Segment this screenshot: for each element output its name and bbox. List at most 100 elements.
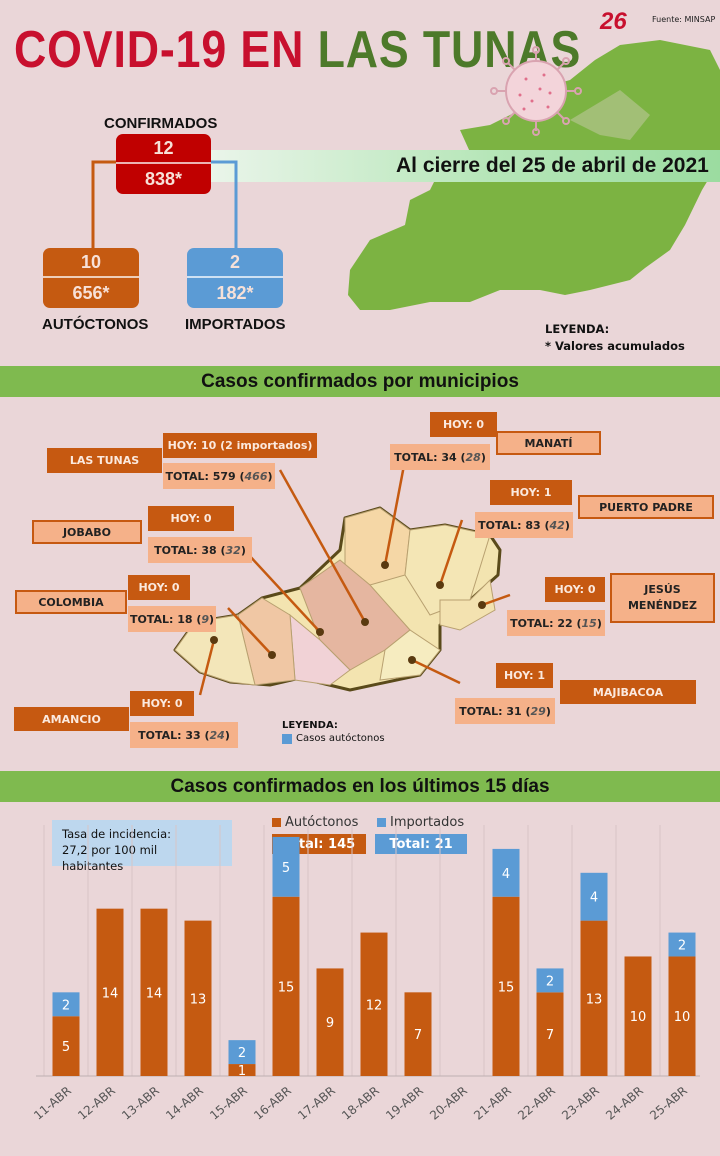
bar-label-autoctonos: 13 [586,992,603,1007]
x-tick-label: 22-ABR [515,1084,558,1123]
bar-importados [536,968,564,993]
confirmados-box: 12 838* [116,134,211,194]
bar-autoctonos [184,920,212,1076]
date-banner: Al cierre del 25 de abril de 2021 [396,154,709,177]
bar-importados [580,872,608,921]
confirmados-total: 838* [144,168,183,189]
bar-label-importados: 2 [546,974,554,989]
municipio-hoy-amancio: HOY: 0 [130,691,194,716]
municipio-total-manati: TOTAL: 34 (28) [390,444,490,470]
bar-label-importados: 5 [282,861,290,876]
municipio-hoy-colombia: HOY: 0 [128,575,190,600]
bar-label-autoctonos: 14 [146,986,163,1001]
summary-legend-title: LEYENDA: [545,322,610,336]
municipio-hoy-jesus-menendez: HOY: 0 [545,577,605,602]
bar-label-autoctonos: 15 [278,980,295,995]
bar-autoctonos [316,968,344,1076]
bar-label-autoctonos: 10 [674,1010,691,1025]
municipio-total-majibacoa: TOTAL: 31 (29) [455,698,555,724]
municipios-section-title: Casos confirmados por municipios [0,366,720,397]
summary-legend-text: * Valores acumulados [545,339,685,353]
bar-label-autoctonos: 10 [630,1010,647,1025]
bar-importados [228,1040,256,1065]
bar-chart: 5211-ABR1412-ABR1413-ABR1314-ABR1215-ABR… [31,825,700,1123]
bar-label-autoctonos: 14 [102,986,119,1001]
bar-autoctonos [404,992,432,1076]
autoctonos-today: 10 [43,248,139,278]
x-tick-label: 21-ABR [471,1084,514,1123]
map-legend-text: Casos autóctonos [296,733,385,744]
municipio-hoy-puerto-padre: HOY: 1 [490,480,572,505]
autoctonos-total: 656* [72,282,110,303]
municipio-name-majibacoa: MAJIBACOA [560,680,696,704]
map-legend-swatch [282,733,292,744]
municipio-name-jesus-menendez: JESÚS MENÉNDEZ [610,573,715,623]
municipio-total-jobabo: TOTAL: 38 (32) [148,537,252,563]
municipio-total-jesus-menendez: TOTAL: 22 (15) [507,610,605,636]
bar-label-autoctonos: 15 [498,980,515,995]
logo-text: 26 [600,8,627,35]
date-band [210,150,720,182]
bar-autoctonos [360,932,388,1076]
importados-box: 2 182* [187,248,283,308]
x-tick-label: 11-ABR [31,1084,74,1123]
bar-autoctonos [52,1016,80,1076]
bar-autoctonos [272,896,300,1076]
map-legend-title: LEYENDA: [282,720,338,731]
x-tick-label: 16-ABR [251,1084,294,1123]
bar-label-autoctonos: 7 [546,1028,554,1043]
x-tick-label: 20-ABR [427,1084,470,1123]
last15-section-title: Casos confirmados en los últimos 15 días [0,771,720,802]
map-legend: LEYENDA: Casos autóctonos [282,720,385,744]
x-tick-label: 25-ABR [647,1084,690,1123]
importados-total: 182* [216,282,254,303]
municipio-hoy-las-tunas: HOY: 10 (2 importados) [163,433,317,458]
legend-autoctonos: Autóctonos [272,815,358,830]
x-tick-label: 15-ABR [207,1084,250,1123]
importados-label: IMPORTADOS [185,316,286,333]
bar-label-importados: 4 [590,891,598,906]
autoctonos-label: AUTÓCTONOS [42,316,149,333]
municipio-total-las-tunas: TOTAL: 579 (466) [163,463,275,489]
incidence-box: Tasa de incidencia: 27,2 por 100 mil hab… [52,820,232,873]
bar-label-importados: 2 [678,939,686,954]
x-tick-label: 19-ABR [383,1084,426,1123]
municipio-total-colombia: TOTAL: 18 (9) [128,606,216,632]
legend-importados-label: Importados [390,815,465,830]
source-label: Fuente: MINSAP [652,15,716,24]
bar-importados [272,836,300,897]
municipio-hoy-jobabo: HOY: 0 [148,506,234,531]
bar-label-autoctonos: 5 [62,1040,70,1055]
bar-label-autoctonos: 12 [366,998,383,1013]
municipio-name-manati: MANATÍ [496,431,601,455]
x-tick-label: 24-ABR [603,1084,646,1123]
legend-autoctonos-label: Autóctonos [285,815,359,830]
incidence-line1: Tasa de incidencia: [62,827,171,841]
x-tick-label: 14-ABR [163,1084,206,1123]
municipio-total-puerto-padre: TOTAL: 83 (42) [475,512,573,538]
bar-label-autoctonos: 7 [414,1028,422,1043]
bar-label-importados: 2 [62,998,70,1013]
bar-autoctonos [668,956,696,1076]
bar-importados [52,992,80,1017]
municipio-hoy-manati: HOY: 0 [430,412,497,437]
x-tick-label: 12-ABR [75,1084,118,1123]
bar-importados [492,848,520,897]
legend-importados-swatch [377,818,386,827]
municipio-total-amancio: TOTAL: 33 (24) [130,722,238,748]
confirmados-today: 12 [116,134,211,164]
bar-importados [668,932,696,957]
municipio-hoy-majibacoa: HOY: 1 [496,663,553,688]
autoctonos-box: 10 656* [43,248,139,308]
virus-icon [490,46,582,136]
bar-label-autoctonos: 9 [326,1016,334,1031]
municipio-name-las-tunas: LAS TUNAS [47,448,162,473]
bar-autoctonos [96,908,124,1076]
confirmados-label: CONFIRMADOS [104,115,218,132]
municipio-name-jobabo: JOBABO [32,520,142,544]
bar-label-importados: 4 [502,867,510,882]
x-tick-label: 18-ABR [339,1084,382,1123]
bar-label-autoctonos: 13 [190,992,207,1007]
legend-importados: Importados [377,815,464,830]
legend-autoctonos-swatch [272,818,281,827]
